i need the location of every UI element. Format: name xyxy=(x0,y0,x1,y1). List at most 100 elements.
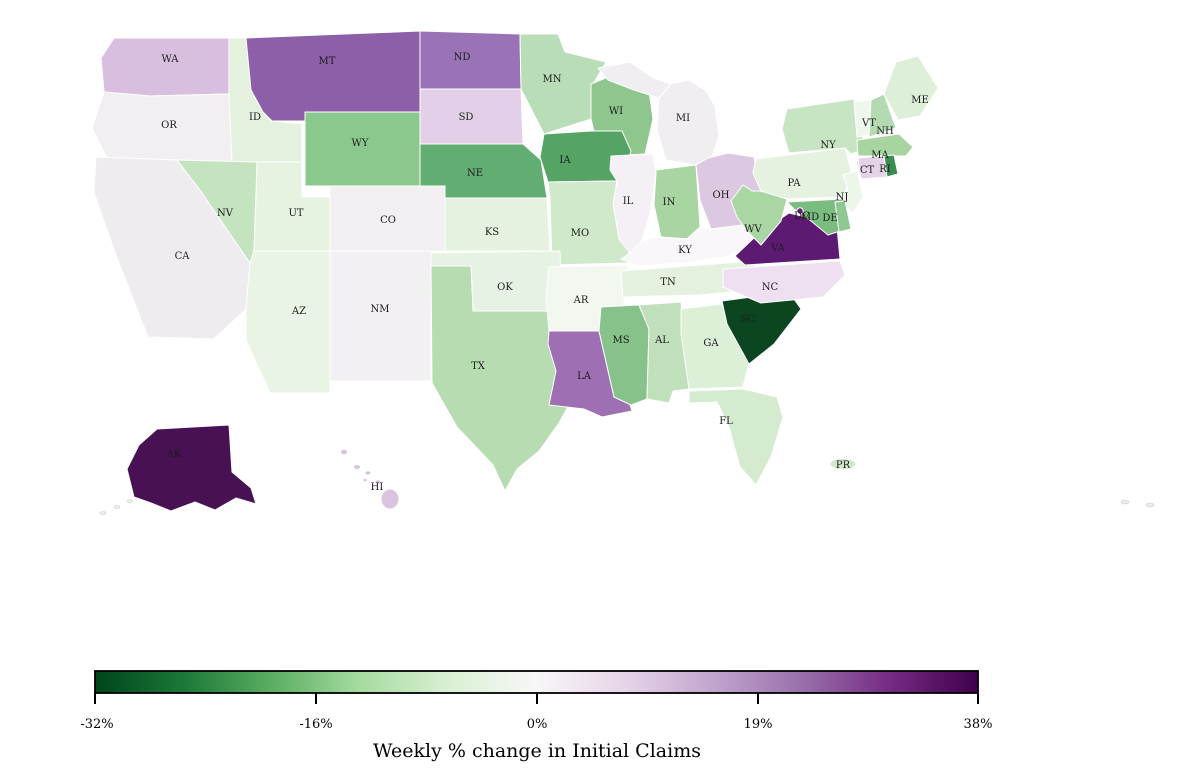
pacific-islands-artifact xyxy=(1120,499,1130,505)
state-label-MN: MN xyxy=(543,74,562,85)
state-PA xyxy=(752,147,852,200)
state-label-SD: SD xyxy=(459,112,474,123)
state-label-AL: AL xyxy=(654,335,669,346)
state-label-FL: FL xyxy=(719,416,733,427)
hi-island xyxy=(353,464,361,470)
state-NJ xyxy=(840,170,864,214)
state-MI xyxy=(656,79,720,166)
pacific-islands-artifact xyxy=(1145,502,1155,508)
state-label-OK: OK xyxy=(497,282,513,293)
colorbar-tick-label-4: 38% xyxy=(964,717,993,732)
state-NC xyxy=(722,260,846,304)
hi-island xyxy=(364,470,372,476)
state-label-CA: CA xyxy=(175,251,191,262)
state-label-AK: AK xyxy=(166,449,182,460)
colorbar-title: Weekly % change in Initial Claims xyxy=(373,740,701,762)
state-label-PA: PA xyxy=(787,178,801,189)
state-AK xyxy=(126,424,257,512)
hi-island xyxy=(380,488,400,510)
state-NH xyxy=(868,93,897,138)
state-WY xyxy=(304,111,421,187)
state-label-ND: ND xyxy=(454,52,471,63)
state-TX xyxy=(430,265,578,492)
state-label-VT: VT xyxy=(861,118,876,129)
state-label-OH: OH xyxy=(713,190,730,201)
state-label-NM: NM xyxy=(371,304,390,315)
state-KS xyxy=(444,197,551,252)
state-label-ID: ID xyxy=(249,112,261,123)
state-DC xyxy=(796,207,804,215)
hi-island xyxy=(374,479,382,485)
state-label-GA: GA xyxy=(703,338,719,349)
state-label-KY: KY xyxy=(678,245,692,256)
state-label-NV: NV xyxy=(217,208,234,219)
state-label-MD: MD xyxy=(801,212,819,223)
aleutian-islands xyxy=(99,511,107,515)
state-label-IN: IN xyxy=(663,197,676,208)
state-label-KS: KS xyxy=(485,227,499,238)
state-label-NC: NC xyxy=(762,282,779,293)
state-label-NH: NH xyxy=(876,126,894,137)
colorbar-tick-label-1: -16% xyxy=(299,717,332,732)
state-label-TX: TX xyxy=(471,361,486,372)
state-label-MA: MA xyxy=(871,150,889,161)
state-RI xyxy=(883,154,899,178)
state-label-NJ: NJ xyxy=(836,192,849,203)
aleutian-islands xyxy=(113,505,121,509)
state-label-WI: WI xyxy=(609,106,623,117)
state-NM xyxy=(329,250,432,382)
hi-island xyxy=(362,477,368,483)
state-label-PR: PR xyxy=(836,460,851,471)
colorbar-tick-label-0: -32% xyxy=(80,717,113,732)
state-ND xyxy=(419,30,522,90)
state-label-NY: NY xyxy=(820,140,836,151)
state-KY xyxy=(620,223,758,267)
state-label-OR: OR xyxy=(161,120,177,131)
state-label-IA: IA xyxy=(559,155,571,166)
state-AZ xyxy=(245,250,331,394)
aleutian-islands xyxy=(127,499,133,503)
state-label-TN: TN xyxy=(660,277,676,288)
state-label-IL: IL xyxy=(623,196,634,207)
state-IN xyxy=(653,164,701,240)
state-label-HI: HI xyxy=(371,482,384,493)
state-label-DC: DC xyxy=(794,211,810,222)
state-PR xyxy=(829,458,857,470)
colorbar-tick-label-3: 19% xyxy=(744,717,773,732)
state-label-VA: VA xyxy=(770,243,786,254)
state-CA xyxy=(93,156,251,340)
state-label-LA: LA xyxy=(577,371,592,382)
state-label-NE: NE xyxy=(467,168,483,179)
state-labels: WA OR CA NV ID MT WY UT AZ NM CO ND SD N… xyxy=(161,52,929,493)
state-label-UT: UT xyxy=(288,208,303,219)
state-label-WA: WA xyxy=(161,54,179,65)
state-label-WY: WY xyxy=(352,138,369,149)
state-label-SC: SC xyxy=(741,314,756,325)
state-MT xyxy=(245,30,421,122)
state-ME xyxy=(883,55,939,121)
colorbar-bar xyxy=(94,670,979,694)
state-label-WV: WV xyxy=(744,224,762,235)
state-HI xyxy=(340,448,400,510)
state-WA xyxy=(100,37,230,97)
state-label-CT: CT xyxy=(860,165,875,176)
state-label-AR: AR xyxy=(573,295,589,306)
state-label-MT: MT xyxy=(319,56,336,67)
state-FL xyxy=(688,388,784,486)
state-label-ME: ME xyxy=(911,95,929,106)
state-label-MO: MO xyxy=(571,228,589,239)
hi-island xyxy=(340,448,348,456)
colorbar: -32% -16% 0% 19% 38% Weekly % change in … xyxy=(80,670,993,762)
state-WV xyxy=(730,184,788,246)
state-label-DE: DE xyxy=(822,213,837,224)
state-label-MI: MI xyxy=(676,113,690,124)
colorbar-tick-label-2: 0% xyxy=(527,717,548,732)
state-label-MS: MS xyxy=(612,335,629,346)
us-map xyxy=(91,30,1155,515)
state-label-RI: RI xyxy=(879,164,891,175)
state-label-AZ: AZ xyxy=(291,306,306,317)
state-DE xyxy=(834,200,852,233)
state-label-CO: CO xyxy=(380,215,396,226)
state-MA xyxy=(856,133,914,157)
